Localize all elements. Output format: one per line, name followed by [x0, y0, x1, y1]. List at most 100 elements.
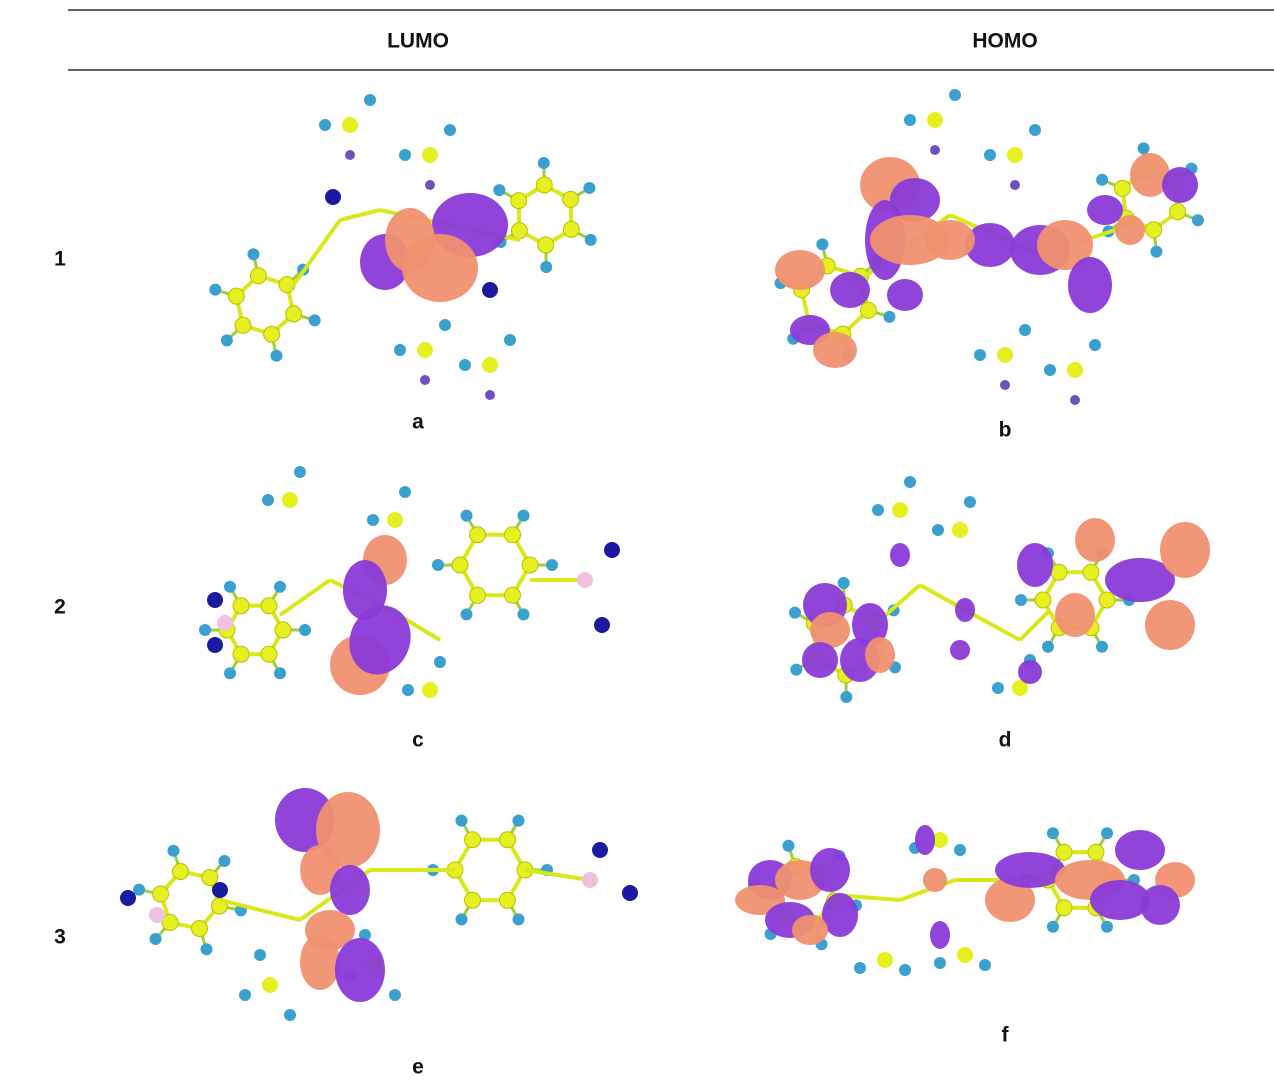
- hydrogen-atom: [493, 184, 505, 196]
- atom: [482, 357, 498, 373]
- atom: [217, 615, 233, 631]
- hydrogen-atom: [299, 624, 311, 636]
- carbon-atom: [860, 302, 876, 318]
- orbital-lobe: [887, 279, 923, 311]
- carbon-atom: [470, 527, 486, 543]
- bond: [1020, 610, 1050, 640]
- hydrogen-atom: [201, 943, 213, 955]
- hydrogen-atom: [518, 608, 530, 620]
- atom: [1019, 324, 1031, 336]
- atom: [979, 959, 991, 971]
- atom: [364, 94, 376, 106]
- orbital-lobe: [1068, 257, 1112, 313]
- hydrogen-atom: [1047, 921, 1059, 933]
- caption: c: [412, 729, 424, 752]
- orbital-lobe: [1160, 522, 1210, 578]
- atom: [592, 842, 608, 858]
- carbon-atom: [261, 646, 277, 662]
- atom: [622, 885, 638, 901]
- hydrogen-atom: [209, 284, 221, 296]
- atom: [957, 947, 973, 963]
- hydrogen-atom: [224, 581, 236, 593]
- atom: [149, 907, 165, 923]
- orbital-lobe: [402, 234, 478, 302]
- atom: [964, 496, 976, 508]
- carbon-atom: [233, 646, 249, 662]
- atom: [594, 617, 610, 633]
- atom: [345, 150, 355, 160]
- caption: e: [412, 1056, 424, 1079]
- hydrogen-atom: [224, 667, 236, 679]
- atom: [892, 502, 908, 518]
- row-label: 2: [54, 596, 66, 619]
- orbital-lobe: [802, 642, 838, 678]
- orbital-images: [120, 89, 1210, 1021]
- hydrogen-atom: [456, 913, 468, 925]
- hydrogen-atom: [432, 559, 444, 571]
- atom: [854, 962, 866, 974]
- carbon-atom: [536, 177, 552, 193]
- hydrogen-atom: [1015, 594, 1027, 606]
- caption: d: [999, 729, 1012, 752]
- atom: [207, 637, 223, 653]
- atom: [582, 872, 598, 888]
- atom: [402, 684, 414, 696]
- atom: [417, 342, 433, 358]
- orbital-lobe: [923, 868, 947, 892]
- atom: [904, 476, 916, 488]
- hydrogen-atom: [1192, 214, 1204, 226]
- hydrogen-atom: [583, 182, 595, 194]
- atom: [1067, 362, 1083, 378]
- carbon-atom: [228, 288, 244, 304]
- hydrogen-atom: [221, 334, 233, 346]
- atom: [952, 522, 968, 538]
- hydrogen-atom: [1150, 246, 1162, 258]
- atom: [239, 989, 251, 1001]
- carbon-atom: [563, 221, 579, 237]
- hydrogen-atom: [1096, 641, 1108, 653]
- carbon-atom: [235, 317, 251, 333]
- atom: [1044, 364, 1056, 376]
- hydrogen-atom: [199, 624, 211, 636]
- atom: [984, 149, 996, 161]
- atom: [262, 977, 278, 993]
- hydrogen-atom: [309, 314, 321, 326]
- atom: [254, 949, 266, 961]
- atom: [482, 282, 498, 298]
- hydrogen-atom: [782, 840, 794, 852]
- hydrogen-atom: [150, 933, 162, 945]
- bond: [525, 870, 590, 880]
- hydrogen-atom: [816, 238, 828, 250]
- caption: b: [999, 419, 1012, 442]
- carbon-atom: [1146, 222, 1162, 238]
- hydrogen-atom: [790, 664, 802, 676]
- carbon-atom: [1083, 564, 1099, 580]
- atom: [399, 486, 411, 498]
- orbital-lobe: [925, 220, 975, 260]
- atom: [934, 957, 946, 969]
- hydrogen-atom: [789, 607, 801, 619]
- orbital-lobe: [1018, 660, 1042, 684]
- bond: [340, 210, 380, 220]
- orbital-lobe: [1017, 543, 1053, 587]
- atom: [992, 682, 1004, 694]
- orbital-lobe: [1055, 593, 1095, 637]
- orbital-lobe: [865, 637, 895, 673]
- orbital-lobe: [1162, 167, 1198, 203]
- hydrogen-atom: [840, 691, 852, 703]
- carbon-atom: [505, 527, 521, 543]
- hydrogen-atom: [1047, 827, 1059, 839]
- orbital-lobe: [810, 848, 850, 892]
- atom: [422, 147, 438, 163]
- orbital-lobe: [930, 921, 950, 949]
- table-figure: LUMO HOMO 1 2 3 a b c d e f: [0, 0, 1274, 1084]
- atom: [212, 882, 228, 898]
- hydrogen-atom: [1138, 142, 1150, 154]
- atom: [207, 592, 223, 608]
- orbital-lobe: [1145, 600, 1195, 650]
- hydrogen-atom: [838, 577, 850, 589]
- bond: [280, 580, 330, 615]
- carbon-atom: [1114, 180, 1130, 196]
- row-label: 1: [54, 248, 66, 271]
- atom: [319, 119, 331, 131]
